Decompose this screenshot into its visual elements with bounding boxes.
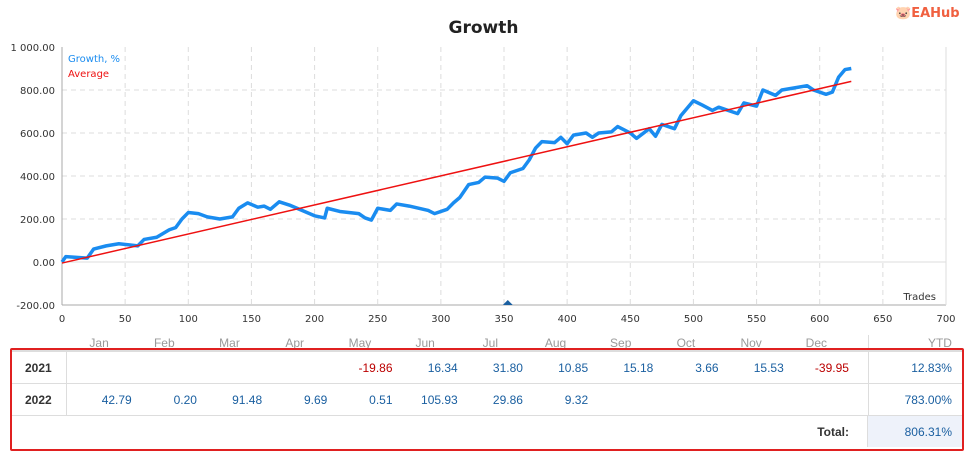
average-line	[61, 80, 852, 264]
column-header: Oct	[676, 335, 696, 350]
y-tick-label: -200.00	[16, 301, 55, 312]
month-value: 29.86	[492, 392, 523, 407]
month-value: 15.18	[623, 360, 654, 375]
year-cell: 2021	[10, 352, 67, 383]
x-tick-label: 100	[179, 314, 198, 325]
month-value: 0.51	[369, 392, 393, 407]
watermark-logo: 🐷EAHub	[895, 6, 960, 21]
x-tick-label: 400	[558, 314, 577, 325]
y-tick-label: 1 000.00	[10, 43, 55, 54]
x-tick-label: 650	[873, 314, 892, 325]
table-row: 2021 -19.86 16.34 31.80 10.85 15.18 3.66 15.53 -…	[10, 352, 962, 384]
month-value: 3.66	[695, 360, 719, 375]
total-label: Total:	[817, 424, 849, 439]
x-tick-label: 600	[810, 314, 829, 325]
column-header: May	[348, 335, 372, 350]
month-value: 91.48	[232, 392, 263, 407]
month-value: 42.79	[101, 392, 132, 407]
month-value: 0.20	[173, 392, 197, 407]
x-tick-label: 550	[747, 314, 766, 325]
x-tick-label: 700	[936, 314, 955, 325]
column-header: Apr	[285, 335, 305, 350]
monthly-returns-table: Jan Feb Mar Apr May Jun Jul Aug Sep Oct Nov Dec YTD …	[10, 335, 962, 447]
month-value: -19.86	[358, 360, 393, 375]
y-tick-label: 600.00	[20, 129, 55, 140]
column-header: Jul	[482, 335, 498, 350]
x-tick-label: 200	[305, 314, 324, 325]
x-tick-label: 350	[494, 314, 513, 325]
month-value: 9.32	[564, 392, 589, 407]
growth-chart: 0 50 100 150 200 250 300 350 400 450 500 550 600 650 7…	[10, 43, 955, 325]
column-header: Feb	[153, 335, 175, 350]
table-header: Jan Feb Mar Apr May Jun Jul Aug Sep Oct Nov Dec YTD	[10, 335, 962, 352]
year-cell: 2022	[10, 384, 67, 415]
column-header: Jun	[415, 335, 435, 350]
month-value: 15.53	[753, 360, 784, 375]
x-tick-label: 450	[621, 314, 640, 325]
y-tick-label: 0.00	[33, 258, 55, 269]
legend-item: Average	[68, 69, 109, 80]
x-tick-label: 500	[684, 314, 703, 325]
y-tick-label: 800.00	[20, 86, 55, 97]
legend-item: Growth, %	[68, 54, 120, 65]
month-value: 31.80	[492, 360, 523, 375]
total-row: Total: 806.31%	[10, 416, 962, 447]
x-axis-label: Trades	[902, 292, 936, 303]
column-header: YTD	[867, 335, 962, 350]
column-header: Nov	[740, 335, 762, 350]
chart-title: Growth	[448, 18, 519, 38]
month-value: 16.34	[427, 360, 458, 375]
x-tick-label: 0	[59, 314, 65, 325]
column-header: Aug	[544, 335, 567, 350]
growth-line	[60, 66, 852, 264]
month-value: -39.95	[814, 360, 849, 375]
x-tick-label: 250	[368, 314, 387, 325]
y-tick-label: 400.00	[20, 172, 55, 183]
x-tick-label: 150	[242, 314, 261, 325]
month-value: 10.85	[558, 360, 589, 375]
column-header: Mar	[219, 335, 240, 350]
y-tick-label: 200.00	[20, 215, 55, 226]
x-tick-label: 300	[431, 314, 450, 325]
ytd-value: 783.00%	[867, 384, 962, 415]
x-tick-label: 50	[119, 314, 132, 325]
column-header: Dec	[805, 335, 827, 350]
column-header: Jan	[89, 335, 109, 350]
column-header: Sep	[610, 335, 632, 350]
total-value: 806.31%	[867, 416, 962, 447]
month-value: 9.69	[303, 392, 328, 407]
table-row: 2022 42.79 0.20 91.48 9.69 0.51 105.93 29.86 9.3…	[10, 384, 962, 416]
marker-triangle	[502, 300, 513, 305]
month-value: 105.93	[421, 392, 458, 407]
ytd-value: 12.83%	[867, 352, 962, 383]
